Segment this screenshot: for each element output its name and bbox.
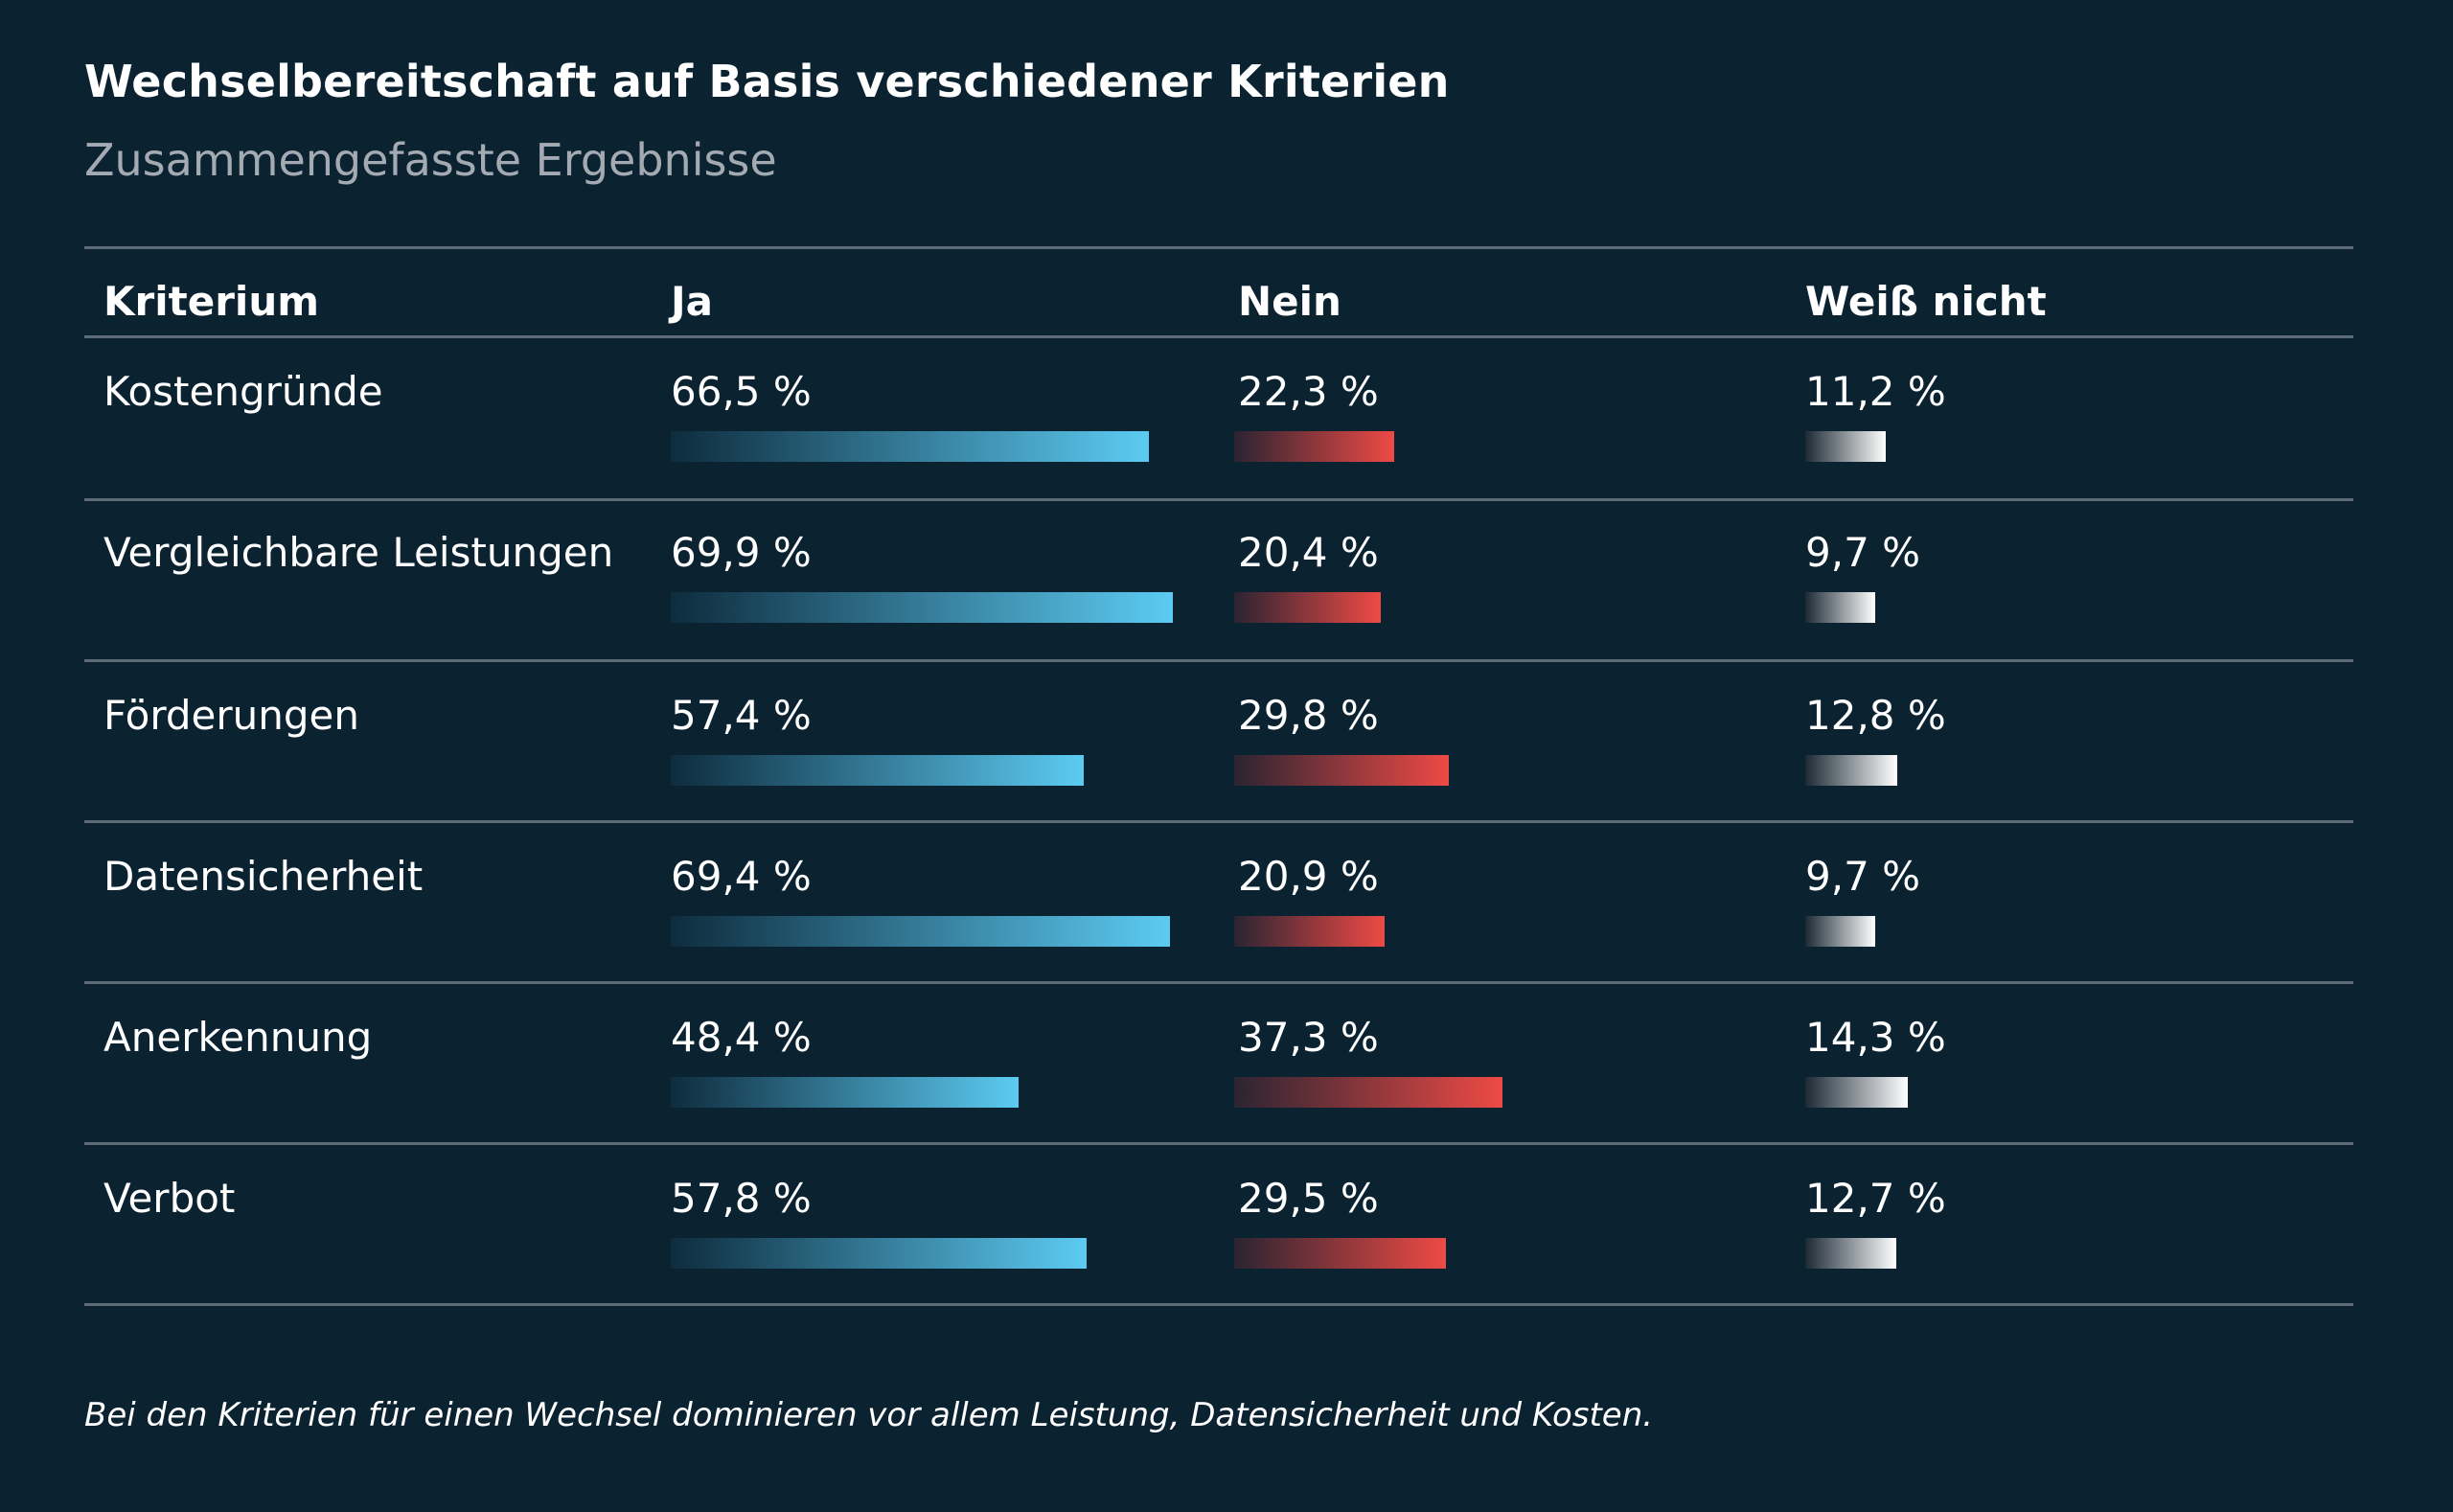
row-criterion-label: Kostengründe [103,368,383,415]
row-weiss-value-label: 9,7 % [1805,853,1921,900]
bar-weiss-nicht [1805,755,1897,786]
row-nein-value-label: 29,8 % [1238,692,1379,739]
bar-ja [671,592,1173,623]
row-nein-value-label: 29,5 % [1238,1175,1379,1222]
row-divider [84,820,2353,823]
bar-ja [671,1077,1019,1108]
row-weiss-value-label: 14,3 % [1805,1014,1946,1061]
row-divider [84,981,2353,984]
row-ja-value-label: 69,4 % [671,853,812,900]
row-criterion-label: Vergleichbare Leistungen [103,529,614,576]
chart-subtitle: Zusammengefasste Ergebnisse [84,134,777,186]
row-criterion-label: Anerkennung [103,1014,373,1061]
row-nein-value-label: 20,4 % [1238,529,1379,576]
bar-nein [1234,916,1385,947]
row-weiss-value-label: 9,7 % [1805,529,1921,576]
row-divider [84,659,2353,662]
row-ja-value-label: 57,4 % [671,692,812,739]
bar-nein [1234,1238,1446,1269]
row-ja-value-label: 66,5 % [671,368,812,415]
bar-ja [671,755,1084,786]
bar-nein [1234,592,1381,623]
bar-weiss-nicht [1805,916,1875,947]
header-ja: Ja [671,278,713,325]
row-nein-value-label: 20,9 % [1238,853,1379,900]
footnote: Bei den Kriterien für einen Wechsel domi… [84,1396,1654,1434]
bar-weiss-nicht [1805,1077,1908,1108]
row-ja-value-label: 69,9 % [671,529,812,576]
chart-title: Wechselbereitschaft auf Basis verschiede… [84,56,1450,107]
bar-weiss-nicht [1805,592,1875,623]
row-weiss-value-label: 11,2 % [1805,368,1946,415]
row-nein-value-label: 37,3 % [1238,1014,1379,1061]
row-divider [84,1303,2353,1306]
row-ja-value-label: 48,4 % [671,1014,812,1061]
row-divider [84,1142,2353,1145]
row-weiss-value-label: 12,8 % [1805,692,1946,739]
row-criterion-label: Förderungen [103,692,360,739]
header-weiss-nicht: Weiß nicht [1805,278,2047,325]
row-divider [84,498,2353,501]
bar-ja [671,916,1170,947]
header-rule [84,335,2353,338]
bar-ja [671,1238,1087,1269]
bar-nein [1234,431,1394,462]
bar-weiss-nicht [1805,1238,1896,1269]
row-criterion-label: Verbot [103,1175,236,1222]
bar-weiss-nicht [1805,431,1886,462]
row-weiss-value-label: 12,7 % [1805,1175,1946,1222]
row-criterion-label: Datensicherheit [103,853,424,900]
table-top-rule [84,246,2353,249]
bar-nein [1234,1077,1502,1108]
row-nein-value-label: 22,3 % [1238,368,1379,415]
header-nein: Nein [1238,278,1341,325]
header-kriterium: Kriterium [103,278,319,325]
bar-ja [671,431,1149,462]
row-ja-value-label: 57,8 % [671,1175,812,1222]
bar-nein [1234,755,1449,786]
